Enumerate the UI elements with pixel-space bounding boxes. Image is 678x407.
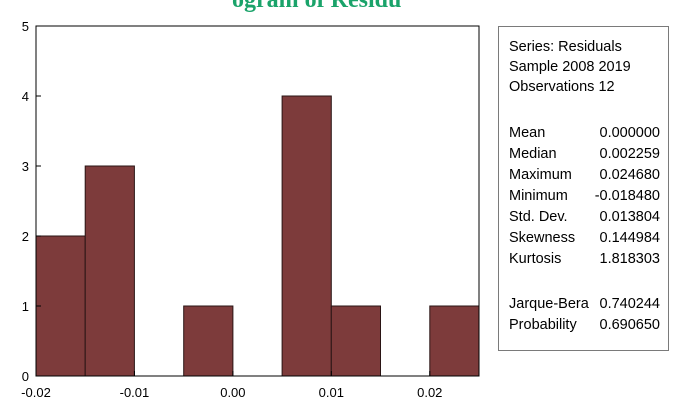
stat-value: 0.013804 bbox=[599, 209, 660, 225]
stat-value: 1.818303 bbox=[599, 251, 660, 267]
stat-value: 0.002259 bbox=[599, 146, 660, 162]
histogram-bar bbox=[330, 305, 381, 377]
ticks-layer: 0 1 2 3 4 5 -0.02 -0.01 0.00 0.01 0.02 bbox=[21, 19, 442, 400]
stat-label: Maximum bbox=[509, 167, 572, 183]
stat-label: Probability bbox=[509, 317, 577, 333]
y-tick-label: 4 bbox=[22, 89, 29, 104]
histogram-bar bbox=[281, 95, 332, 377]
series-name: Series: Residuals bbox=[509, 39, 622, 55]
y-tick-label: 5 bbox=[22, 19, 29, 34]
axes-layer bbox=[35, 25, 480, 377]
y-tick-label: 3 bbox=[22, 159, 29, 174]
y-tick-label: 0 bbox=[22, 369, 29, 384]
stat-row-std-dev: Std. Dev. 0.013804 bbox=[509, 209, 660, 229]
x-tick-label: -0.01 bbox=[120, 385, 150, 400]
stat-label: Mean bbox=[509, 125, 546, 141]
bars-layer bbox=[35, 95, 480, 377]
plot-frame bbox=[35, 25, 480, 377]
caption-fragment-strip: ogram of Residu bbox=[0, 0, 678, 24]
stat-label: Std. Dev. bbox=[509, 209, 568, 225]
x-tick-label: 0.00 bbox=[220, 385, 245, 400]
stat-row-probability: Probability 0.690650 bbox=[509, 317, 660, 337]
x-tick-label: 0.01 bbox=[319, 385, 344, 400]
stat-value: 0.740244 bbox=[599, 296, 660, 312]
caption-fragment: ogram of Residu bbox=[232, 0, 402, 13]
stat-label: Kurtosis bbox=[509, 251, 562, 267]
stat-label: Jarque-Bera bbox=[509, 296, 589, 312]
x-tick-label: -0.02 bbox=[21, 385, 51, 400]
y-tick-label: 2 bbox=[22, 229, 29, 244]
stat-value: 0.144984 bbox=[599, 230, 660, 246]
stat-value: 0.690650 bbox=[599, 317, 660, 333]
histogram-bar bbox=[35, 235, 86, 377]
histogram-bar bbox=[183, 305, 234, 377]
stat-value: 0.000000 bbox=[599, 125, 660, 141]
histogram-chart: 0 1 2 3 4 5 -0.02 -0.01 0.00 0.01 0.02 bbox=[21, 19, 480, 400]
statistics-panel: Series: Residuals Sample 2008 2019 Obser… bbox=[498, 26, 669, 351]
x-tick-label: 0.02 bbox=[417, 385, 442, 400]
observations-count: Observations 12 bbox=[509, 79, 615, 95]
y-tick-label: 1 bbox=[22, 299, 29, 314]
stat-label: Minimum bbox=[509, 188, 568, 204]
sample-range: Sample 2008 2019 bbox=[509, 59, 631, 75]
stat-row-kurtosis: Kurtosis 1.818303 bbox=[509, 251, 660, 271]
stat-value: -0.018480 bbox=[594, 188, 660, 204]
stat-row-skewness: Skewness 0.144984 bbox=[509, 230, 660, 250]
stat-label: Median bbox=[509, 146, 557, 162]
stat-value: 0.024680 bbox=[599, 167, 660, 183]
histogram-bar bbox=[84, 165, 135, 377]
stat-label: Skewness bbox=[509, 230, 576, 246]
stat-row-maximum: Maximum 0.024680 bbox=[509, 167, 660, 187]
histogram-bar bbox=[429, 305, 480, 377]
stat-row-median: Median 0.002259 bbox=[509, 146, 660, 166]
stat-row-jarque-bera: Jarque-Bera 0.740244 bbox=[509, 296, 660, 316]
stat-row-mean: Mean 0.000000 bbox=[509, 125, 660, 145]
stat-row-minimum: Minimum -0.018480 bbox=[509, 188, 660, 208]
